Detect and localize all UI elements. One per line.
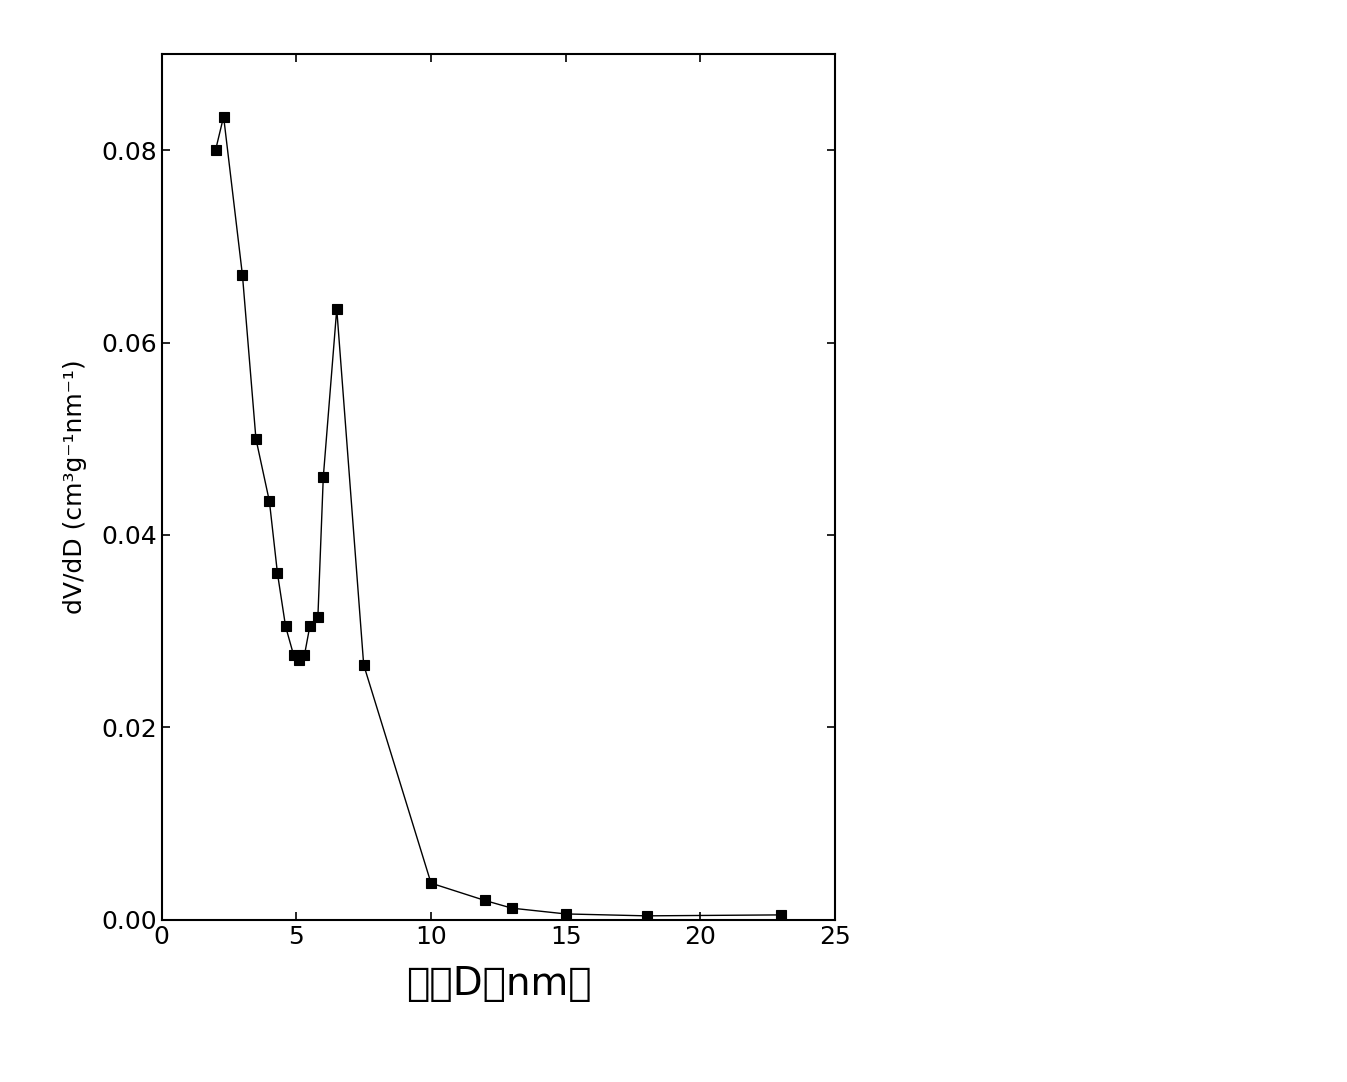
Y-axis label: dV/dD (cm³g⁻¹nm⁻¹): dV/dD (cm³g⁻¹nm⁻¹) [63,359,88,615]
X-axis label: 孔径D（nm）: 孔径D（nm） [405,965,591,1003]
